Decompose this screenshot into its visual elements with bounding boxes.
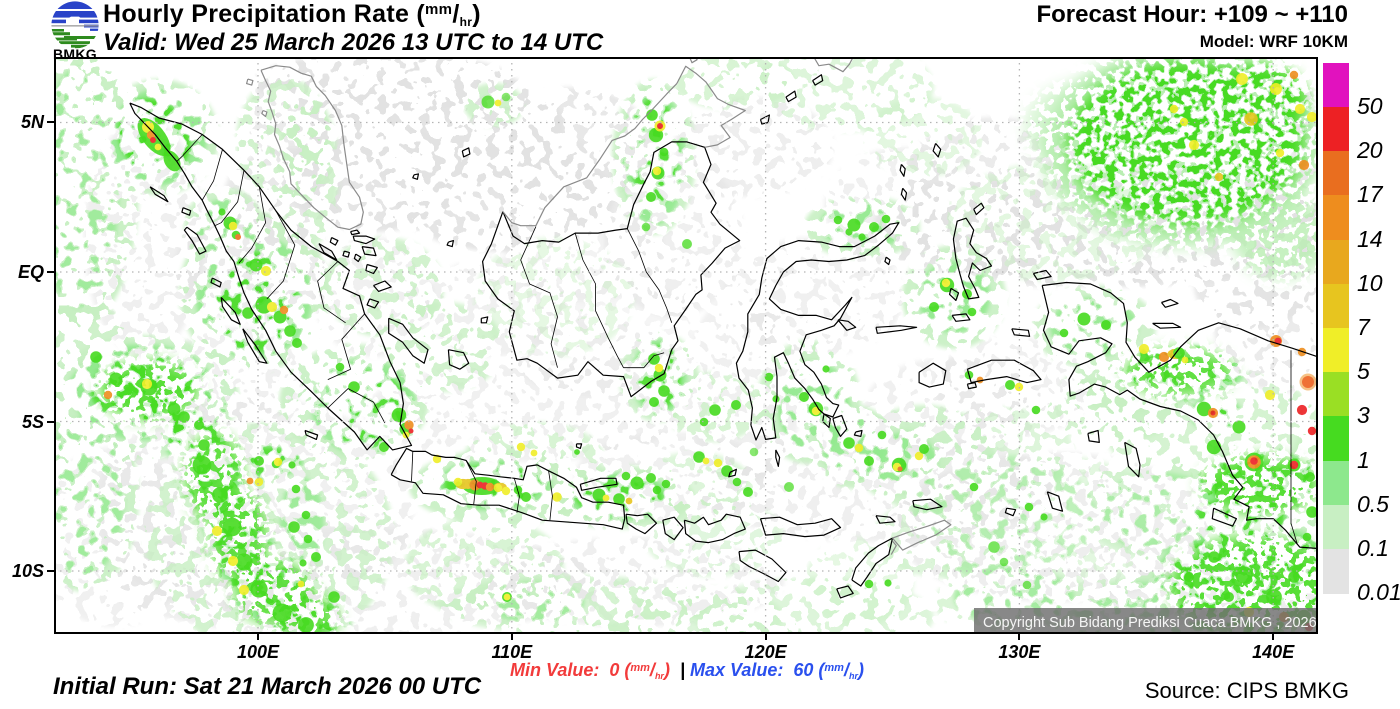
svg-text:Copyright Sub Bidang Prediksi: Copyright Sub Bidang Prediksi Cuaca BMKG… [983,615,1317,631]
